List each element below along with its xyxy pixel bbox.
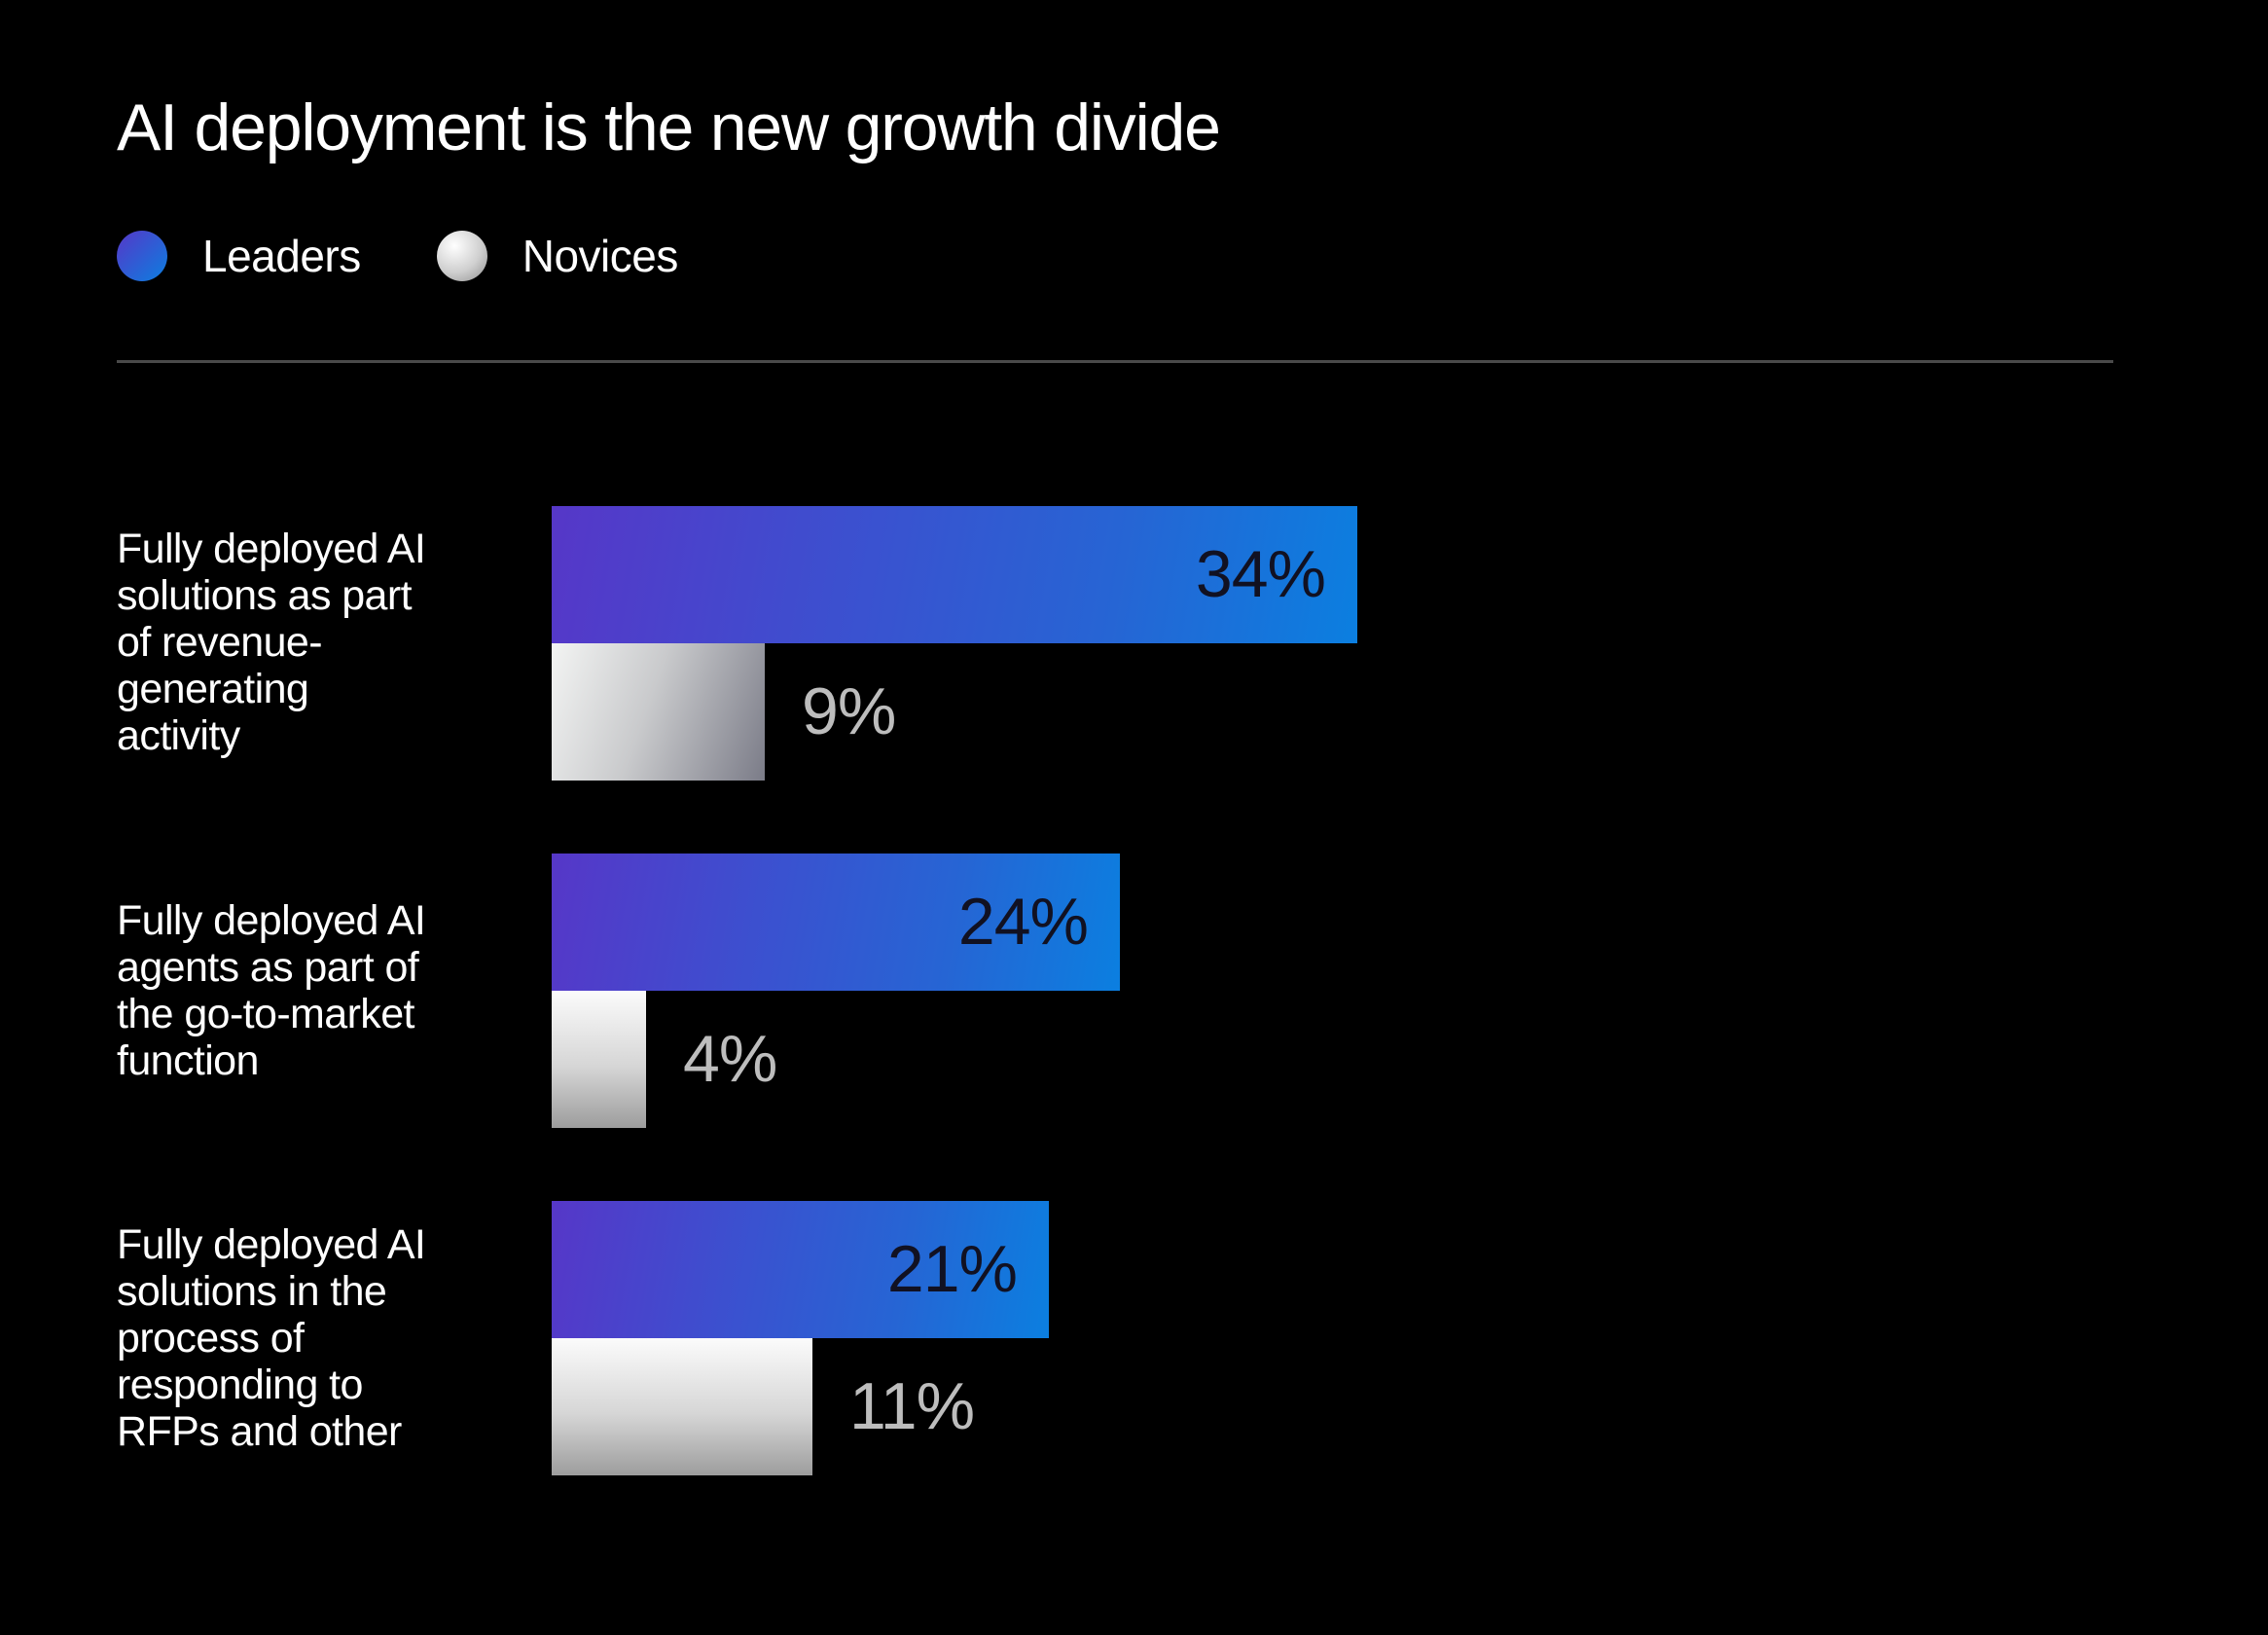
bar-novices [552,991,646,1128]
legend-swatch-novices [436,231,487,281]
legend-item-novices: Novices [436,230,679,282]
legend-swatch-leaders [117,231,167,281]
category-label: Fully deployed AI solutions as part of r… [117,526,426,759]
bar-leaders [552,854,1120,991]
category-label: Fully deployed AI solutions in the proce… [117,1221,426,1455]
bar-leaders [552,1201,1049,1338]
legend-label-leaders: Leaders [202,231,361,281]
bar-leaders [552,506,1357,643]
value-label-leaders: 21% [886,1232,1018,1306]
divider [117,360,2113,363]
value-label-novices: 4% [683,1022,777,1096]
value-label-novices: 9% [802,674,896,748]
category-label: Fully deployed AI agents as part of the … [117,897,426,1084]
legend: Leaders Novices [117,230,754,282]
legend-item-leaders: Leaders [117,230,361,282]
legend-label-novices: Novices [522,231,679,281]
value-label-leaders: 24% [957,885,1089,959]
value-label-leaders: 34% [1195,537,1326,611]
bar-novices [552,1338,812,1475]
value-label-novices: 11% [849,1369,975,1443]
chart-title: AI deployment is the new growth divide [117,91,1221,164]
bar-novices [552,643,765,781]
